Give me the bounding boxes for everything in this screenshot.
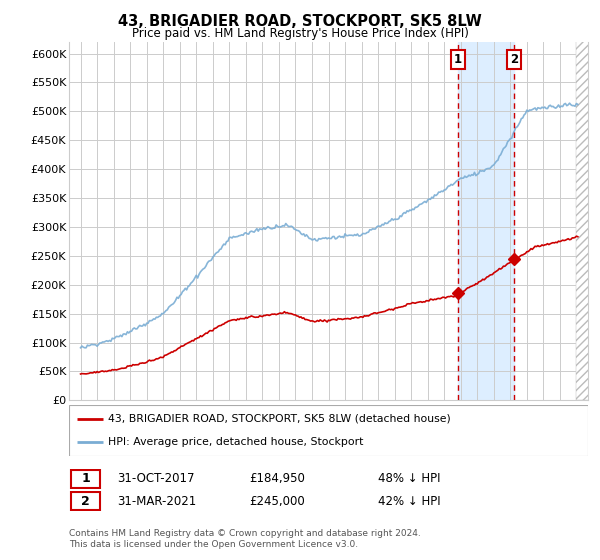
Text: 1: 1 <box>81 472 90 486</box>
Text: 43, BRIGADIER ROAD, STOCKPORT, SK5 8LW: 43, BRIGADIER ROAD, STOCKPORT, SK5 8LW <box>118 14 482 29</box>
Text: 1: 1 <box>454 53 462 66</box>
Text: 42% ↓ HPI: 42% ↓ HPI <box>378 494 440 508</box>
Text: Contains HM Land Registry data © Crown copyright and database right 2024.
This d: Contains HM Land Registry data © Crown c… <box>69 529 421 549</box>
Bar <box>577 42 593 400</box>
Text: 43, BRIGADIER ROAD, STOCKPORT, SK5 8LW (detached house): 43, BRIGADIER ROAD, STOCKPORT, SK5 8LW (… <box>108 414 451 424</box>
Text: Price paid vs. HM Land Registry's House Price Index (HPI): Price paid vs. HM Land Registry's House … <box>131 27 469 40</box>
Text: £245,000: £245,000 <box>249 494 305 508</box>
Text: HPI: Average price, detached house, Stockport: HPI: Average price, detached house, Stoc… <box>108 437 364 447</box>
Text: 2: 2 <box>81 494 90 508</box>
Text: £184,950: £184,950 <box>249 472 305 486</box>
Text: 48% ↓ HPI: 48% ↓ HPI <box>378 472 440 486</box>
Text: 2: 2 <box>511 53 518 66</box>
Text: 31-OCT-2017: 31-OCT-2017 <box>117 472 194 486</box>
Text: 31-MAR-2021: 31-MAR-2021 <box>117 494 196 508</box>
Bar <box>458 42 514 400</box>
